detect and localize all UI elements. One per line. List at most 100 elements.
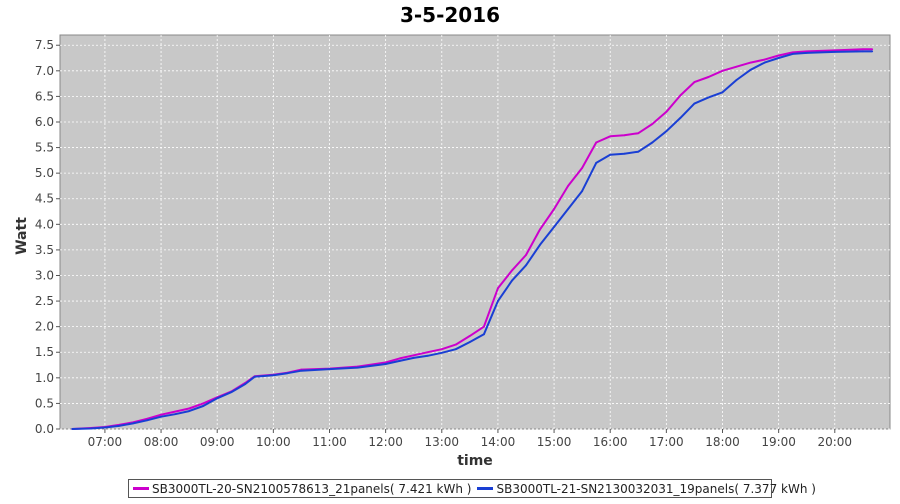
data-point [525,254,527,256]
data-point [412,356,415,359]
data-point [454,343,457,346]
data-point [132,422,134,425]
data-point [721,91,724,94]
data-point [623,134,626,137]
data-point [791,53,794,55]
x-axis-label: time [457,453,493,469]
data-point [216,397,219,400]
y-tick-label: 3.0 [35,268,54,282]
data-point [440,351,443,354]
y-tick-label: 6.5 [35,89,54,103]
data-point [174,410,176,413]
data-point [665,130,668,133]
plot-area [59,34,891,430]
x-tick-label: 12:00 [368,435,403,449]
data-point [777,57,780,59]
series-layer [71,48,874,430]
x-tick-label: 13:00 [424,435,459,449]
data-point [735,65,738,68]
data-point [497,287,499,290]
data-point [426,351,429,354]
x-tick-label: 11:00 [312,435,347,449]
data-point [244,383,247,385]
y-tick-label: 6.0 [35,115,54,129]
data-point [749,61,752,64]
y-tick-label: 0.0 [35,422,54,436]
data-point [482,333,485,336]
legend-label: SB3000TL-20-SN2100578613_21panels( 7.421… [152,481,472,496]
data-point [777,54,780,57]
legend-item: SB3000TL-21-SN2130032031_19panels( 7.377… [477,482,816,496]
x-tick-label: 15:00 [537,435,572,449]
data-point [833,50,836,53]
y-axis-label: Watt [14,217,30,255]
data-point [539,243,541,246]
y-tick-label: 3.5 [35,243,54,257]
data-point [539,228,541,231]
data-point [871,50,874,53]
x-tick-label: 18:00 [705,435,740,449]
data-point [230,391,233,394]
x-tick-label: 09:00 [200,435,235,449]
y-tick-label: 4.0 [35,217,54,231]
data-point [146,419,148,422]
chart-title: 3-5-2016 [400,3,500,27]
data-point [651,141,654,144]
plot-background [59,34,891,430]
data-point [567,185,570,187]
data-point [253,375,256,378]
data-point [651,123,654,125]
data-point [454,348,457,351]
data-point [791,51,794,54]
data-point [118,425,120,427]
data-point [468,334,471,337]
x-tick-label: 07:00 [88,435,123,449]
x-tick-label: 08:00 [144,435,179,449]
data-point [328,368,331,371]
legend-swatch [133,487,149,490]
legend: SB3000TL-20-SN2100578613_21panels( 7.421… [128,479,816,498]
data-point [511,269,513,272]
data-point [609,135,612,138]
data-point [637,150,640,153]
x-tick-label: 16:00 [593,435,628,449]
data-point [160,415,162,418]
data-point [511,279,513,282]
data-point [637,132,640,135]
data-point [833,49,836,52]
data-point [202,405,205,407]
y-tick-label: 7.5 [35,38,54,52]
data-point [707,76,710,78]
data-point [398,357,401,360]
x-axis: 07:00 08:00 09:00 10:00 11:00 12:00 13:00 14:00… [88,429,852,449]
x-tick-label: 19:00 [761,435,796,449]
data-point [567,208,570,210]
data-point [693,102,696,105]
data-point [623,152,626,155]
y-tick-label: 7.0 [35,64,54,78]
y-tick-label: 5.5 [35,141,54,155]
data-point [693,81,696,83]
data-point [89,427,92,430]
data-point [300,369,303,372]
data-point [581,190,584,192]
y-tick-label: 1.5 [35,345,54,359]
x-tick-label: 17:00 [649,435,684,449]
data-point [553,225,555,228]
data-point [749,68,752,71]
x-tick-label: 20:00 [817,435,852,449]
data-point [805,52,808,54]
data-point [805,50,808,53]
x-tick-label: 14:00 [481,435,516,449]
data-point [679,116,682,119]
data-point [272,374,275,377]
legend-swatch [477,487,494,490]
data-point [286,372,289,375]
data-point [679,94,682,97]
data-point [553,208,555,210]
data-point [188,410,191,412]
data-point [160,413,162,416]
data-point [356,366,359,369]
